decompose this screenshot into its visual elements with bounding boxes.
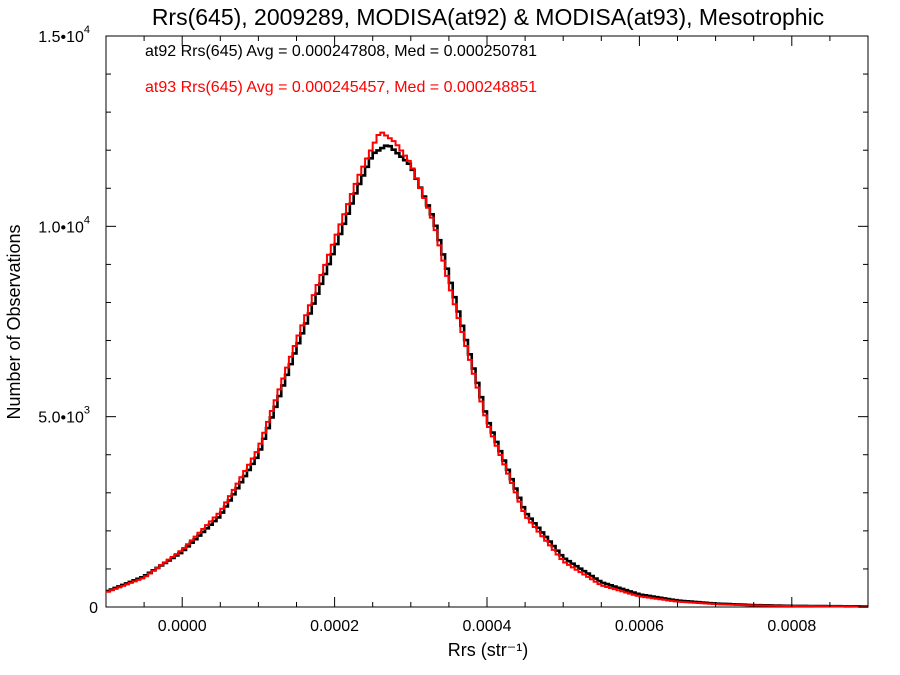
y-axis-label: Number of Observations [4,224,24,419]
plot-frame [105,35,869,608]
series-at92-stats: at92 Rrs(645) Avg = 0.000247808, Med = 0… [145,43,537,60]
x-tick-label: 0.0004 [463,618,512,635]
chart-title: Rrs(645), 2009289, MODISA(at92) & MODISA… [152,4,824,30]
x-axis-label: Rrs (str⁻¹) [448,640,528,660]
series-at92-line [106,144,868,608]
plot-area: 0.0000 0.0002 0.0004 0.0006 0.0008 0 5.0•103 1.… [38,24,869,635]
y-tick-label: 1.0•104 [38,214,90,236]
y-tick-label: 5.0•103 [38,405,90,427]
x-tick-label: 0.0002 [310,618,359,635]
y-tick-label: 0 [89,600,98,617]
series-at93-line [106,131,868,608]
x-tick-label: 0.0008 [767,618,816,635]
tick-layer: 0.0000 0.0002 0.0004 0.0006 0.0008 0 5.0•103 1.… [38,24,869,635]
x-tick-label: 0.0000 [158,618,207,635]
series-at93-stats: at93 Rrs(645) Avg = 0.000245457, Med = 0… [145,79,537,96]
x-tick-label: 0.0006 [615,618,664,635]
series-layer [106,131,868,608]
y-tick-label: 1.5•104 [38,24,90,46]
